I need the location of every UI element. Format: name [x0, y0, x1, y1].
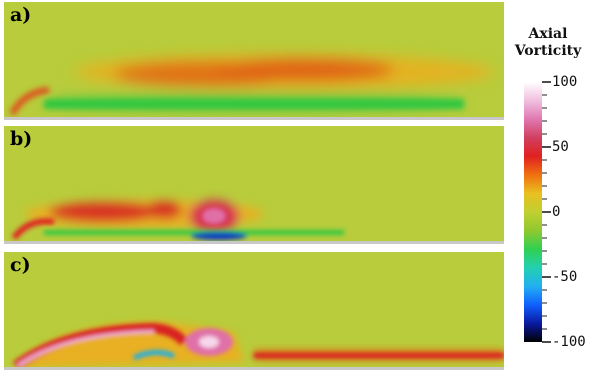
colorbar-tick-label: 50 [552, 139, 569, 155]
vorticity-field-c [4, 252, 504, 370]
panel-label: a) [10, 4, 32, 26]
vorticity-field-a [4, 2, 504, 120]
panel-label: b) [10, 128, 33, 150]
colorbar-gradient [524, 82, 542, 342]
panel-label: c) [10, 254, 31, 276]
panel-a: a) [4, 2, 504, 120]
colorbar-tick-label: -100 [552, 334, 586, 350]
colorbar-title-line2: Vorticity [514, 43, 582, 59]
panel-c: c) [4, 252, 504, 370]
colorbar-tick-label: 100 [552, 74, 578, 90]
colorbar: Axial Vorticity 100 50 0 -50 -100 [506, 0, 592, 374]
colorbar-title: Axial Vorticity [506, 26, 590, 60]
colorbar-graphic [524, 81, 551, 343]
vorticity-field-b [4, 126, 504, 244]
colorbar-tick-label: -50 [552, 269, 578, 285]
panel-b: b) [4, 126, 504, 244]
colorbar-title-line1: Axial [528, 26, 568, 42]
colorbar-tick-label: 0 [552, 204, 561, 220]
